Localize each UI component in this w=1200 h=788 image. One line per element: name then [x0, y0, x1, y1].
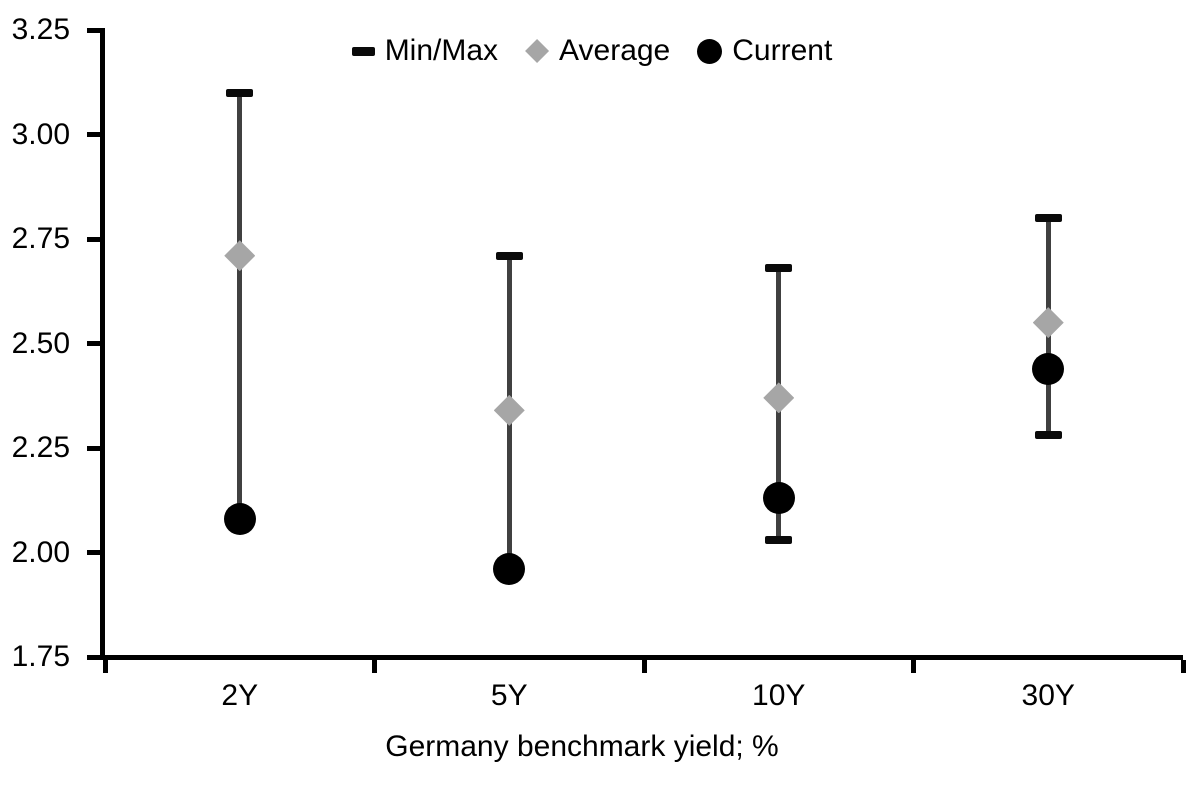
legend-item-average: Average — [525, 33, 670, 69]
legend-item-minmax: Min/Max — [351, 33, 499, 69]
x-axis-tick-label: 30Y — [1021, 679, 1075, 712]
y-axis-tick-label: 1.75 — [11, 640, 70, 673]
x-axis-title: Germany benchmark yield; % — [385, 730, 779, 763]
y-axis-tick — [87, 132, 100, 137]
x-axis-tick — [641, 660, 647, 673]
x-axis-tick-label: 10Y — [752, 679, 806, 712]
y-axis-tick — [87, 445, 100, 451]
y-axis-line — [100, 28, 105, 660]
y-axis-tick-label: 3.00 — [11, 117, 70, 151]
max-cap-30Y — [1034, 214, 1062, 223]
legend-label-average: Average — [559, 34, 671, 67]
min-cap-30Y — [1034, 431, 1062, 440]
x-axis-tick-label: 5Y — [490, 679, 528, 712]
current-circle-icon — [697, 38, 723, 64]
legend-label-minmax: Min/Max — [384, 34, 499, 67]
current-marker-30Y — [1032, 352, 1065, 385]
y-axis-tick-label: 3.25 — [11, 13, 70, 46]
current-marker-5Y — [493, 553, 526, 586]
y-axis-tick-label: 2.00 — [11, 535, 70, 569]
y-axis-tick — [87, 341, 100, 346]
average-marker-30Y — [1032, 307, 1064, 339]
legend-item-current: Current — [697, 33, 832, 69]
range-whisker-2Y — [237, 92, 243, 520]
minmax-dash-icon — [351, 46, 375, 56]
y-axis-tick — [87, 550, 100, 555]
y-axis-tick-label: 2.75 — [11, 222, 70, 255]
legend-label-current: Current — [732, 34, 833, 67]
y-axis-tick — [87, 654, 100, 660]
y-axis-tick — [87, 236, 100, 242]
average-marker-5Y — [493, 394, 525, 426]
x-axis-tick-label: 2Y — [221, 679, 259, 712]
y-axis-tick — [87, 27, 100, 33]
max-cap-5Y — [495, 251, 523, 260]
x-axis-tick — [102, 660, 108, 673]
current-marker-2Y — [223, 503, 256, 536]
max-cap-2Y — [226, 88, 254, 97]
y-axis-tick-label: 2.50 — [11, 326, 70, 360]
x-axis-tick — [372, 660, 377, 673]
current-marker-10Y — [762, 482, 795, 515]
x-axis-tick — [911, 660, 916, 673]
x-axis-line — [100, 655, 1183, 660]
x-axis-tick — [1180, 660, 1186, 673]
average-marker-2Y — [224, 240, 256, 272]
average-diamond-icon — [525, 39, 550, 63]
max-cap-10Y — [765, 264, 793, 273]
legend: Min/Max Average Current — [0, 33, 1184, 69]
average-marker-10Y — [763, 382, 795, 414]
y-axis-tick-label: 2.25 — [11, 431, 70, 464]
min-cap-10Y — [765, 535, 793, 544]
